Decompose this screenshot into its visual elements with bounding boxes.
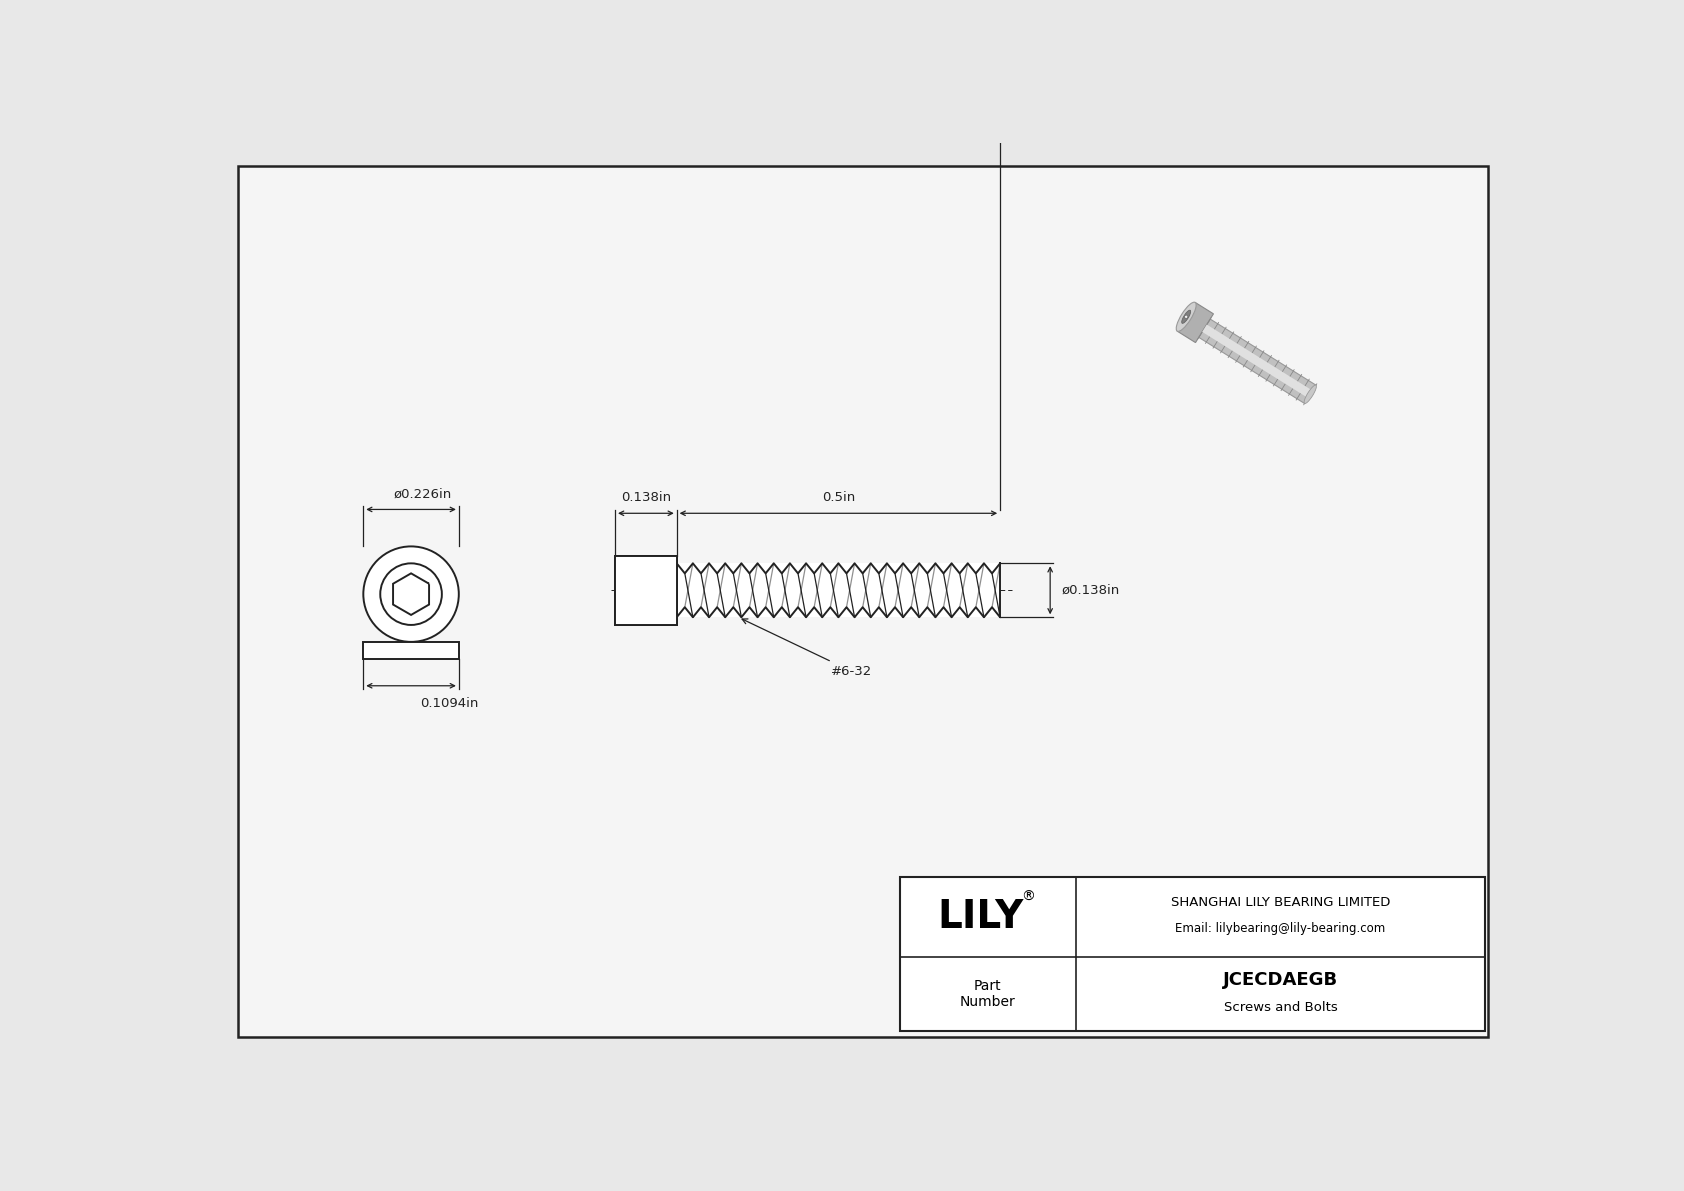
Bar bbox=[677, 563, 1000, 617]
Text: Part
Number: Part Number bbox=[960, 979, 1015, 1009]
Text: Email: lilybearing@lily-bearing.com: Email: lilybearing@lily-bearing.com bbox=[1175, 922, 1386, 935]
Text: JCECDAEGB: JCECDAEGB bbox=[1223, 971, 1339, 989]
Polygon shape bbox=[1199, 319, 1315, 404]
Circle shape bbox=[364, 547, 458, 642]
Text: 0.138in: 0.138in bbox=[621, 491, 670, 504]
Text: Screws and Bolts: Screws and Bolts bbox=[1224, 1002, 1337, 1014]
Ellipse shape bbox=[1182, 310, 1191, 324]
Bar bbox=[364, 642, 458, 659]
Bar bbox=[615, 556, 677, 625]
Polygon shape bbox=[1184, 314, 1187, 319]
Circle shape bbox=[381, 563, 441, 625]
Text: 0.1094in: 0.1094in bbox=[421, 697, 478, 710]
Text: 0.5in: 0.5in bbox=[822, 491, 855, 504]
Ellipse shape bbox=[1175, 303, 1196, 331]
Text: SHANGHAI LILY BEARING LIMITED: SHANGHAI LILY BEARING LIMITED bbox=[1170, 897, 1389, 910]
Bar bbox=[899, 877, 1485, 1030]
Polygon shape bbox=[392, 573, 429, 615]
Text: ø0.138in: ø0.138in bbox=[1061, 584, 1120, 597]
Polygon shape bbox=[1177, 303, 1214, 343]
Polygon shape bbox=[1202, 325, 1312, 398]
Bar bbox=[615, 556, 677, 625]
Text: #6-32: #6-32 bbox=[743, 619, 872, 678]
Text: LILY: LILY bbox=[936, 898, 1024, 936]
Text: ®: ® bbox=[1021, 890, 1034, 904]
Text: ø0.226in: ø0.226in bbox=[394, 487, 451, 500]
Ellipse shape bbox=[1303, 385, 1317, 404]
